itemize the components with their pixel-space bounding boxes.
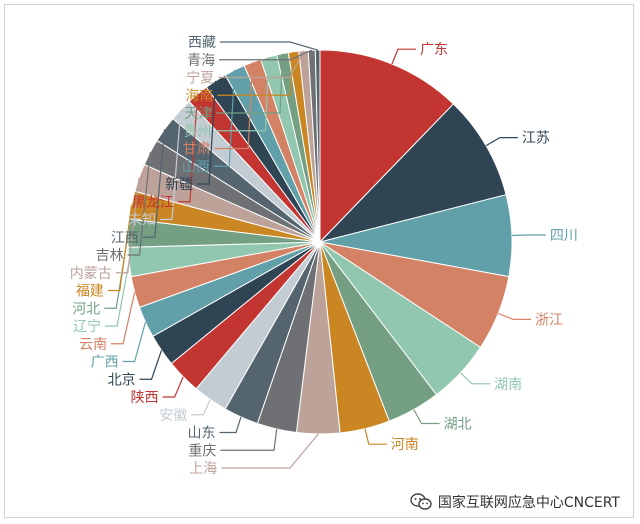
label-line-5: [413, 409, 440, 425]
label-line-15: [105, 261, 130, 327]
label-line-1: [485, 137, 518, 147]
label-line-20: [142, 129, 166, 238]
slice-label-10: 安徽: [159, 408, 187, 424]
label-line-7: [221, 433, 319, 469]
label-line-19: [127, 152, 151, 256]
label-line-14: [111, 292, 136, 345]
pie-slice-0: [319, 49, 455, 244]
slice-label-17: 福建: [76, 284, 104, 300]
label-line-3: [497, 312, 532, 320]
slice-label-26: 贵州: [184, 124, 212, 140]
slice-label-0: 广东: [420, 42, 448, 58]
slice-label-4: 湖南: [494, 377, 522, 393]
label-line-18: [115, 177, 140, 274]
slice-label-20: 江西: [111, 230, 139, 246]
slice-label-13: 广西: [91, 355, 119, 371]
slice-label-1: 江苏: [522, 131, 550, 147]
label-line-26: [215, 56, 270, 132]
label-line-24: [213, 70, 236, 167]
slice-label-15: 辽宁: [73, 318, 101, 335]
slice-label-28: 海南: [185, 88, 213, 104]
slice-label-8: 重庆: [188, 443, 216, 459]
label-line-11: [162, 376, 184, 398]
label-line-25: [214, 62, 254, 150]
slice-label-22: 黑龙江: [132, 195, 174, 211]
label-line-0: [391, 48, 416, 65]
slice-label-5: 湖北: [444, 417, 472, 433]
watermark: 国家互联网应急中心CNCERT: [410, 492, 620, 512]
label-line-4: [460, 372, 491, 385]
slice-label-30: 青海: [187, 53, 215, 69]
label-line-17: [107, 204, 133, 292]
label-line-2: [511, 234, 546, 237]
label-line-9: [219, 416, 242, 434]
label-line-13: [122, 321, 147, 363]
slice-label-18: 内蒙古: [70, 266, 112, 282]
label-line-12: [139, 350, 163, 380]
slice-label-23: 新疆: [165, 177, 193, 193]
slice-label-27: 天津: [184, 106, 212, 122]
slice-label-3: 浙江: [535, 312, 563, 328]
label-line-29: [218, 50, 305, 79]
pie-slice-1: [318, 103, 507, 243]
slice-label-9: 山东: [188, 426, 216, 442]
pie-slices: [127, 49, 513, 435]
pie-slice-31: [314, 49, 321, 243]
slice-label-19: 吉林: [96, 248, 124, 264]
wechat-icon: [410, 493, 432, 510]
slice-label-14: 云南: [79, 337, 107, 353]
slice-label-7: 上海: [189, 461, 217, 477]
slice-label-21: 未知: [128, 212, 156, 229]
label-line-21: [160, 109, 182, 221]
label-line-27: [216, 53, 284, 114]
label-line-31: [220, 41, 318, 51]
label-line-22: [177, 94, 199, 203]
label-line-8: [220, 428, 278, 451]
slice-label-29: 宁夏: [186, 70, 214, 87]
slice-label-6: 河南: [391, 437, 419, 453]
slice-label-31: 西藏: [188, 35, 216, 51]
label-line-28: [217, 51, 295, 96]
watermark-text: 国家互联网应急中心CNCERT: [437, 495, 620, 511]
slice-label-25: 甘肃: [183, 142, 211, 158]
label-line-6: [364, 428, 387, 445]
label-line-23: [197, 80, 217, 185]
label-line-30: [219, 49, 312, 61]
slice-label-11: 陕西: [131, 390, 159, 406]
slice-label-24: 山西: [182, 159, 210, 175]
slice-label-16: 河北: [72, 301, 100, 317]
label-line-10: [191, 399, 211, 416]
slice-label-12: 北京: [108, 372, 136, 388]
slice-label-2: 四川: [550, 228, 578, 244]
